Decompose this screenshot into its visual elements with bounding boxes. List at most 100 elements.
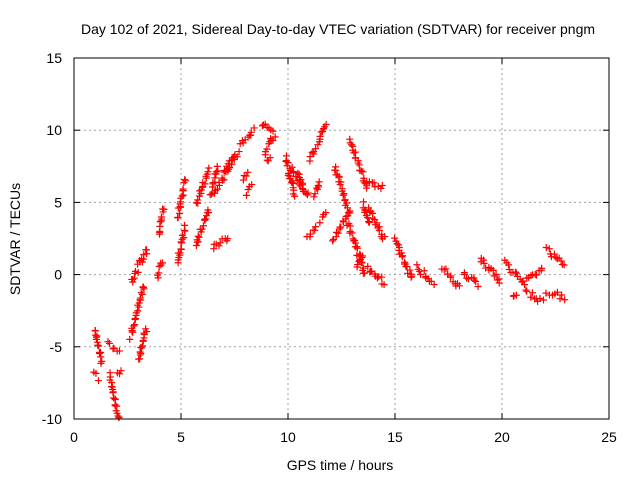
- y-axis-label: SDTVAR / TECUs: [7, 183, 23, 295]
- data-point: [420, 267, 428, 275]
- data-point: [271, 133, 279, 141]
- data-point: [287, 178, 295, 186]
- data-point: [235, 148, 243, 156]
- data-point: [215, 181, 223, 189]
- data-point: [266, 138, 274, 146]
- y-tick-label: 10: [46, 122, 62, 138]
- data-point: [512, 291, 520, 299]
- data-point: [364, 214, 372, 222]
- data-point: [558, 291, 566, 299]
- data-point: [365, 218, 373, 226]
- data-point: [137, 349, 145, 357]
- data-point: [561, 296, 569, 304]
- data-point: [556, 295, 564, 303]
- data-point: [159, 259, 167, 267]
- y-tick-label: -10: [42, 411, 62, 427]
- data-point: [143, 327, 151, 335]
- data-point: [94, 377, 102, 385]
- data-point: [417, 271, 425, 279]
- data-point: [545, 245, 553, 253]
- data-point: [322, 209, 330, 217]
- data-point: [104, 338, 112, 346]
- data-point: [495, 279, 503, 287]
- y-tick-label: -5: [50, 339, 63, 355]
- x-tick-label: 25: [601, 429, 617, 445]
- data-point: [157, 213, 165, 221]
- x-tick-label: 15: [387, 429, 403, 445]
- data-point: [143, 246, 151, 254]
- data-point: [306, 230, 314, 238]
- data-point: [342, 212, 350, 220]
- data-point: [216, 239, 224, 247]
- data-point: [95, 350, 103, 358]
- data-point: [111, 395, 119, 403]
- data-point: [297, 176, 305, 184]
- data-point: [266, 154, 274, 162]
- data-point: [263, 145, 271, 153]
- data-point: [205, 164, 213, 172]
- data-point: [480, 259, 488, 267]
- data-point: [139, 342, 147, 350]
- data-point: [105, 339, 113, 347]
- data-point: [354, 261, 362, 269]
- data-point: [286, 175, 294, 183]
- data-point: [348, 141, 356, 149]
- data-point: [203, 170, 211, 178]
- data-point: [378, 273, 386, 281]
- data-point: [306, 153, 314, 161]
- data-point: [360, 198, 368, 206]
- data-point: [221, 167, 229, 175]
- data-point: [132, 311, 140, 319]
- data-point: [109, 388, 117, 396]
- data-point: [531, 270, 539, 278]
- data-point: [413, 261, 421, 269]
- data-point: [470, 276, 478, 284]
- data-point: [391, 234, 399, 242]
- data-point: [181, 176, 189, 184]
- data-point: [353, 244, 361, 252]
- data-point: [315, 178, 323, 186]
- data-point: [455, 282, 463, 290]
- data-point: [364, 262, 372, 270]
- data-point: [242, 191, 250, 199]
- data-point: [136, 296, 144, 304]
- data-point: [540, 296, 548, 304]
- data-point: [244, 168, 252, 176]
- data-point: [195, 233, 203, 241]
- data-point: [136, 355, 144, 363]
- data-point: [345, 208, 353, 216]
- data-point: [117, 367, 125, 375]
- data-point: [370, 179, 378, 187]
- data-point: [440, 266, 448, 274]
- x-axis-label: GPS time / hours: [287, 457, 394, 473]
- data-point: [110, 344, 118, 352]
- data-point: [291, 192, 299, 200]
- data-point: [322, 121, 330, 129]
- data-point: [329, 237, 337, 245]
- data-point: [155, 269, 163, 277]
- data-point: [398, 253, 406, 261]
- data-point: [114, 412, 122, 420]
- data-point: [490, 272, 498, 280]
- data-point: [213, 185, 221, 193]
- data-point: [138, 290, 146, 298]
- data-point: [160, 205, 168, 213]
- data-point: [355, 257, 363, 265]
- data-point: [311, 190, 319, 198]
- data-point: [550, 250, 558, 258]
- data-point: [109, 345, 117, 353]
- data-point: [377, 184, 385, 192]
- data-point: [299, 179, 307, 187]
- data-point: [128, 327, 136, 335]
- data-point: [358, 167, 366, 175]
- y-tick-label: 5: [54, 194, 62, 210]
- data-point: [314, 141, 322, 149]
- data-point: [393, 240, 401, 248]
- data-point: [202, 174, 210, 182]
- data-point: [247, 128, 255, 136]
- data-point: [312, 223, 320, 231]
- data-point: [343, 204, 351, 212]
- data-point: [288, 163, 296, 171]
- data-point: [97, 353, 105, 361]
- data-point: [343, 199, 351, 207]
